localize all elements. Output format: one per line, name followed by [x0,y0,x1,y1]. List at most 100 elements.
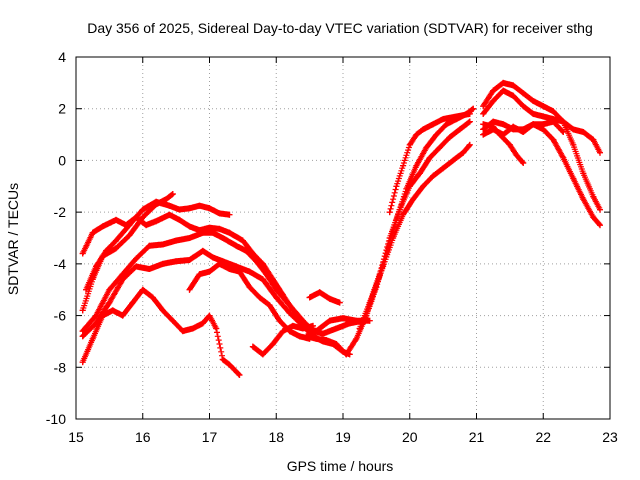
data-point [333,341,340,347]
data-point [540,126,547,133]
data-point [446,134,453,141]
data-point [380,263,387,270]
series-track-4 [79,229,366,337]
data-point [173,258,180,265]
data-point [396,206,403,213]
series-track-7 [186,260,313,342]
data-point [453,113,460,120]
data-point [216,260,223,267]
data-point [103,247,109,254]
data-point [597,222,603,229]
data-point [530,121,537,128]
data-point [126,232,133,239]
data-point [206,224,213,231]
data-point [450,157,457,164]
data-point [430,172,437,179]
data-point [520,129,527,135]
data-point [510,82,517,89]
data-point [490,87,497,94]
data-point [109,307,116,314]
data-point [159,260,166,267]
data-point [139,206,146,213]
x-tick-label: 16 [135,429,151,445]
data-point [219,235,226,241]
data-point [113,237,119,244]
marker-trail [79,191,176,314]
data-point [353,317,360,324]
series-track-8 [249,322,316,358]
data-point [460,149,467,156]
data-point [406,183,413,190]
chart-title: Day 356 of 2025, Sidereal Day-to-day VTE… [87,20,593,36]
series-track-9 [306,289,343,306]
data-point [226,361,233,368]
data-point [243,247,250,254]
data-point [79,307,86,314]
data-point [530,98,537,104]
series-track-6 [79,286,243,378]
data-point [276,317,283,324]
data-point [370,291,376,298]
data-point [356,325,363,332]
data-point [480,126,487,133]
data-point [143,222,150,229]
x-tick-label: 21 [469,429,485,445]
data-point [236,268,243,275]
data-point [289,322,296,329]
data-point [410,196,417,203]
data-point [400,211,407,218]
data-point [89,229,96,236]
data-point [597,149,603,156]
data-point [413,131,420,138]
data-point [530,110,537,117]
data-point [209,254,216,261]
data-point [436,144,443,151]
data-point [510,123,517,130]
data-point [259,351,266,358]
data-point [206,268,213,275]
data-point [480,103,487,110]
data-point [500,87,507,94]
data-point [560,129,567,135]
data-point [226,211,233,218]
data-point [106,286,113,293]
data-point [186,286,193,293]
data-point [590,193,597,200]
data-point [500,79,507,86]
data-point [199,247,206,254]
data-point [279,328,286,335]
data-point [206,312,213,319]
data-point [590,136,597,143]
data-point [126,222,133,229]
marker-trail [79,247,373,340]
y-tick-label: 0 [58,152,66,168]
data-point [299,325,306,332]
data-point [216,210,223,217]
data-point [490,118,497,125]
data-point [580,129,587,135]
data-point [286,302,293,309]
data-point [490,98,497,104]
data-point [189,325,196,332]
data-point [310,322,316,329]
data-point [353,335,360,342]
data-point [466,118,473,125]
data-point [113,216,119,223]
data-point [93,263,99,270]
data-point [166,202,173,209]
data-point [500,121,507,128]
data-point [139,286,146,293]
data-point [269,341,276,347]
data-point [540,121,547,128]
data-point [79,359,86,366]
x-tick-label: 17 [202,429,218,445]
data-point [253,258,260,265]
data-point [99,223,106,230]
data-point [199,229,206,236]
y-tick-label: -6 [54,308,67,324]
y-tick-label: -4 [54,256,67,272]
data-point [273,286,280,293]
data-point [263,271,270,278]
series-track-12 [386,110,473,216]
